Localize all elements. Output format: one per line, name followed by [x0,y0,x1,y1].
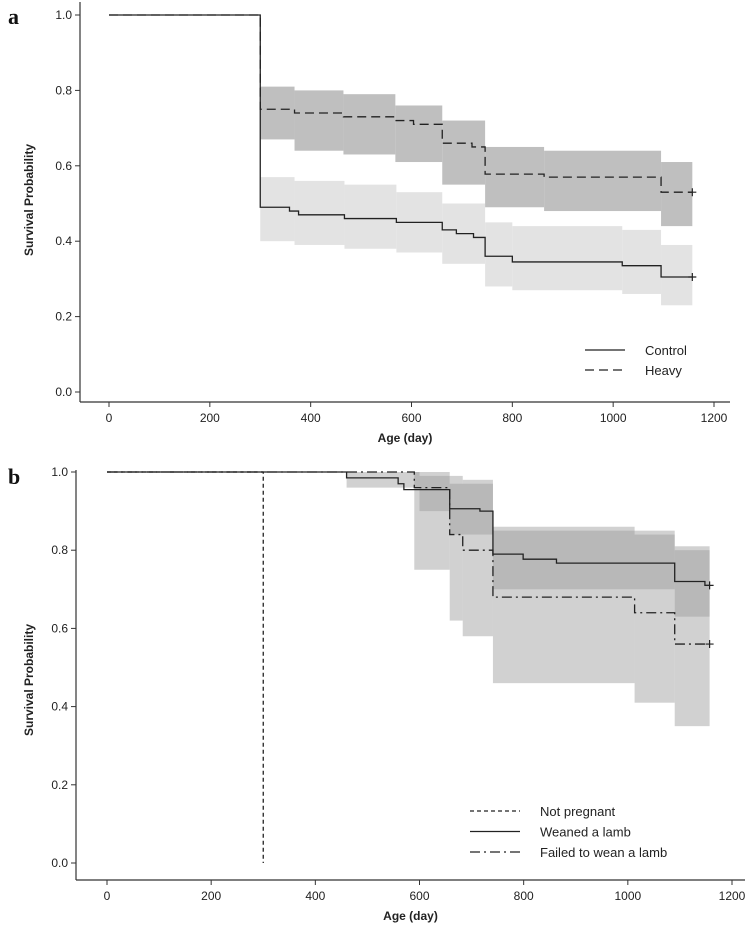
x-tick-label: 800 [514,889,534,903]
x-tick-label: 0 [106,411,113,425]
series-line-not-pregnant [107,471,264,863]
ci-band-failed-to-wean-a-lamb [449,475,463,621]
panel-label: a [8,4,19,29]
censor-mark [705,640,714,649]
ci-band-control [294,180,345,245]
ci-band-control [260,177,295,242]
censor-mark [688,188,697,197]
legend-label-heavy: Heavy [645,363,682,378]
x-tick-label: 400 [301,411,321,425]
censor-mark [705,581,714,590]
series-line-control [109,14,693,278]
ci-band-control [661,244,693,306]
y-tick-label: 0.0 [51,856,68,870]
x-tick-label: 600 [401,411,421,425]
ci-band-heavy [260,86,295,140]
y-tick-label: 0.6 [55,159,72,173]
x-tick-label: 1200 [701,411,728,425]
x-tick-label: 400 [305,889,325,903]
x-tick-label: 600 [409,889,429,903]
ci-band-heavy [661,162,693,227]
legend-label-failed-to-wean-a-lamb: Failed to wean a lamb [540,845,667,860]
x-tick-label: 1000 [600,411,627,425]
y-tick-label: 0.8 [55,83,72,97]
ci-band-failed-to-wean-a-lamb [634,534,675,703]
y-tick-label: 1.0 [55,8,72,22]
ci-band-failed-to-wean-a-lamb [674,550,710,727]
y-tick-label: 0.4 [55,234,72,248]
ci-band-failed-to-wean-a-lamb [414,472,450,570]
x-tick-label: 0 [104,889,111,903]
y-tick-label: 0.8 [51,543,68,557]
y-tick-label: 1.0 [51,465,68,479]
y-axis-label: Survival Probability [22,144,36,256]
series-line-failed-to-wean-a-lamb [107,471,710,645]
ci-band-weaned-a-lamb [419,475,450,512]
panel-a: a 0.0 0.2 0.4 0.6 0.8 1.0 0 200 400 600 800 1000 1200… [8,2,730,445]
x-tick-label: 800 [502,411,522,425]
x-axis-label: Age (day) [383,909,438,923]
x-tick-label: 1000 [614,889,641,903]
x-tick-label: 1200 [719,889,746,903]
y-axis-label: Survival Probability [22,624,36,736]
ci-band-heavy [395,105,443,163]
series-line-heavy [109,14,693,193]
ci-band-control [622,229,662,294]
x-axis-label: Age (day) [378,431,433,445]
ci-band-heavy [485,146,545,208]
panel-b: b 0.0 0.2 0.4 0.6 0.8 1.0 0 200 400 600 800 1000 1200… [8,464,746,923]
panel-label: b [8,464,20,489]
y-tick-label: 0.2 [51,778,68,792]
ci-band-heavy [544,150,662,212]
ci-band-weaned-a-lamb [346,472,420,488]
x-tick-label: 200 [200,411,220,425]
x-tick-label: 200 [201,889,221,903]
ci-band-control [512,226,623,291]
legend-label-weaned-a-lamb: Weaned a lamb [540,825,631,840]
y-tick-label: 0.2 [55,310,72,324]
censor-mark [688,273,697,282]
ci-band-heavy [294,90,344,151]
y-tick-label: 0.6 [51,621,68,635]
ci-band-weaned-a-lamb [492,530,675,590]
y-tick-label: 0.0 [55,385,72,399]
ci-band-control [485,222,513,287]
ci-band-heavy [442,120,486,185]
ci-band-failed-to-wean-a-lamb [492,526,635,684]
ci-band-heavy [343,94,396,155]
y-tick-label: 0.4 [51,700,68,714]
ci-band-control [344,184,397,249]
ci-band-failed-to-wean-a-lamb [462,479,493,637]
legend-label-control: Control [645,343,687,358]
legend-label-not-pregnant: Not pregnant [540,804,616,819]
series-line-weaned-a-lamb [107,471,710,587]
